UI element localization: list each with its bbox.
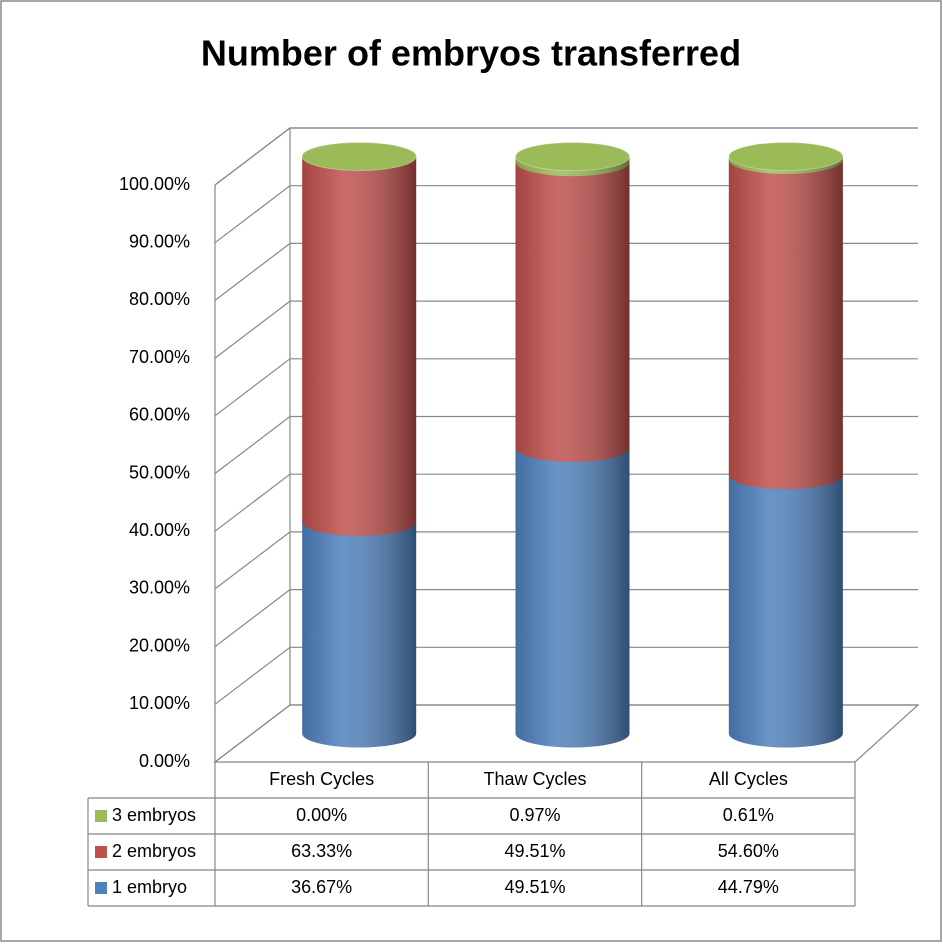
table-cell: 63.33%	[291, 841, 352, 861]
cylinder-top	[515, 142, 630, 172]
y-tick-label: 10.00%	[129, 693, 190, 713]
bar-shading	[302, 142, 417, 536]
table-cell: 0.97%	[509, 805, 560, 825]
y-tick-label: 70.00%	[129, 347, 190, 367]
y-tick-label: 0.00%	[139, 751, 190, 771]
bar-shading	[515, 148, 630, 462]
table-cell: 0.00%	[296, 805, 347, 825]
y-tick-label: 90.00%	[129, 231, 190, 251]
cylinder-top	[301, 142, 417, 171]
table-cell: 54.60%	[718, 841, 779, 861]
grid-line	[214, 127, 918, 186]
bar-shading	[728, 146, 843, 490]
legend-swatch	[95, 846, 107, 858]
cylinder-top	[728, 142, 844, 171]
bar-shading	[515, 433, 630, 748]
y-tick-label: 80.00%	[129, 289, 190, 309]
y-tick-label: 20.00%	[129, 635, 190, 655]
x-tick-label: Thaw Cycles	[483, 769, 586, 789]
legend-swatch	[95, 882, 107, 894]
chart-title: Number of embryos transferred	[201, 33, 741, 74]
grid-line	[214, 704, 918, 763]
grid-line	[214, 242, 918, 301]
legend-label: 3 embryos	[112, 805, 196, 825]
y-tick-label: 40.00%	[129, 520, 190, 540]
bar-shading	[302, 507, 417, 748]
grid-line	[214, 589, 918, 648]
grid-line	[214, 358, 918, 417]
y-tick-label: 50.00%	[129, 462, 190, 482]
y-tick-label: 30.00%	[129, 578, 190, 598]
table-cell: 49.51%	[504, 877, 565, 897]
x-tick-label: All Cycles	[709, 769, 788, 789]
grid-line	[214, 531, 918, 590]
grid-line	[214, 415, 918, 474]
y-tick-label: 60.00%	[129, 405, 190, 425]
grid-line	[214, 185, 918, 244]
legend-swatch	[95, 810, 107, 822]
grid-line	[214, 646, 918, 705]
table-cell: 44.79%	[718, 877, 779, 897]
y-tick-label: 100.00%	[119, 174, 190, 194]
bar-shading	[728, 461, 843, 748]
table-grid	[87, 762, 856, 907]
table-cell: 49.51%	[504, 841, 565, 861]
table-cell: 36.67%	[291, 877, 352, 897]
legend-label: 2 embryos	[112, 841, 196, 861]
grid-line	[214, 300, 918, 359]
grid-line	[214, 473, 918, 532]
legend-label: 1 embryo	[112, 877, 187, 897]
x-tick-label: Fresh Cycles	[269, 769, 374, 789]
table-cell: 0.61%	[723, 805, 774, 825]
